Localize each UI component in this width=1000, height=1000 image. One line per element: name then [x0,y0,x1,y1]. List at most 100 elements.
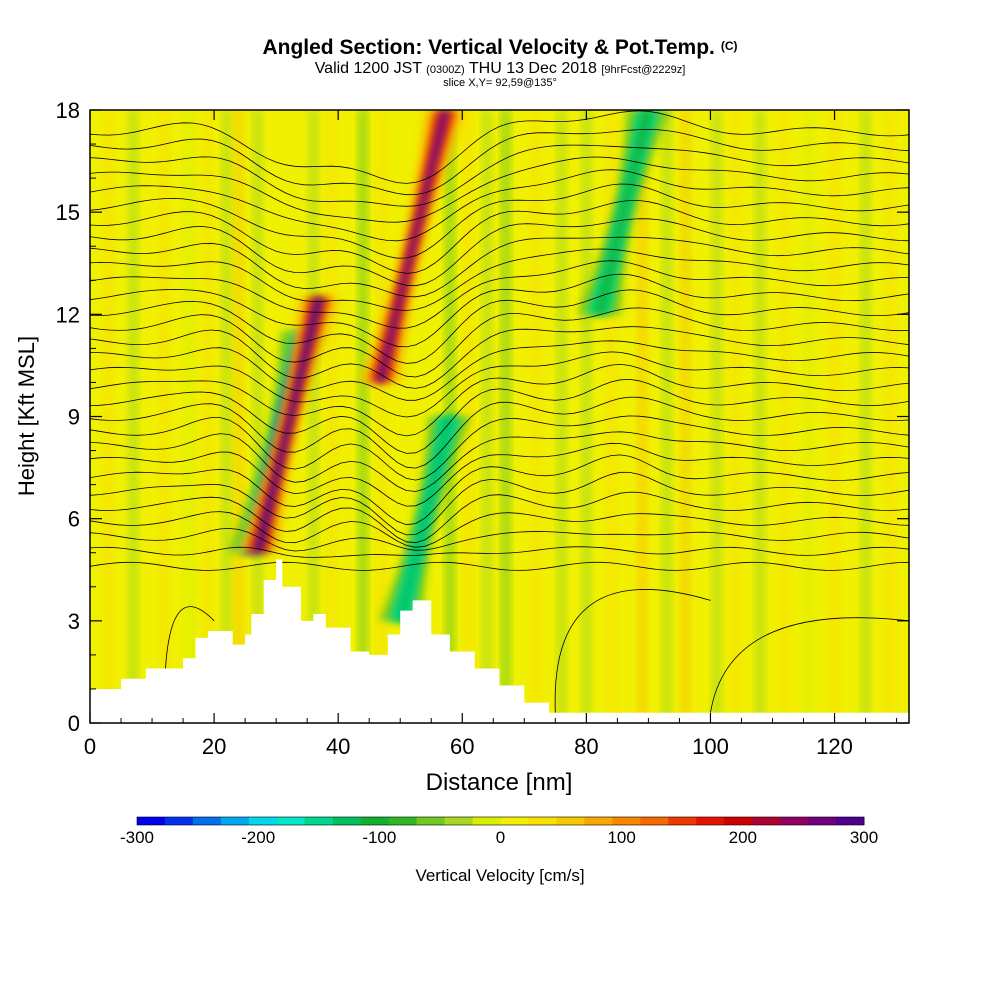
colorbar-swatch [500,817,529,825]
colorbar-swatch [696,817,725,825]
velocity-streak [581,110,592,723]
velocity-streak [779,110,790,723]
isentrope-line [90,396,909,469]
colorbar-swatch [836,817,865,825]
velocity-streak [159,110,170,723]
isentrope-line [90,183,909,259]
isentrope-line [90,471,909,536]
velocity-streak [358,110,368,723]
y-tick-label: 0 [68,711,80,736]
x-tick-label: 20 [202,734,226,759]
colorbar-swatch [724,817,753,825]
isentrope-line [90,511,909,548]
isentrope-line [90,128,909,196]
valid-utc: (0300Z) [426,64,465,76]
isentrope-line [90,289,909,364]
colorbar-swatch [360,817,390,825]
colorbar-swatch [416,817,446,825]
isentrope-line [90,326,909,389]
downdraft-core [594,110,654,315]
colorbar-tick-label: 100 [607,828,635,847]
velocity-streak [308,110,319,723]
colorbar-tick-label: -300 [120,828,154,847]
x-tick-label: 60 [450,734,474,759]
chart-subtitle: Valid 1200 JST (0300Z) THU 13 Dec 2018 [… [0,60,1000,78]
isentrope-line [90,378,909,454]
velocity-streak [252,110,263,723]
velocity-streak [202,110,213,723]
isentrope-line [90,442,909,507]
x-tick-label: 40 [326,734,350,759]
velocity-streak [885,110,896,723]
colorbar-label: Vertical Velocity [cm/s] [415,866,584,885]
isentrope-line [90,351,909,418]
isentrope-line [90,200,909,274]
updraft-core [374,110,451,383]
x-axis-label: Distance [nm] [426,769,573,796]
y-tick-label: 12 [56,302,80,327]
colorbar-swatch [192,817,222,825]
isentrope-line [90,169,909,242]
velocity-streak [711,110,722,723]
isentrope-line [90,218,909,287]
velocity-streak [326,110,337,723]
terrain [90,559,909,723]
colorbar-swatch [808,817,837,825]
isentrope-line [554,589,711,713]
isentrope-line [90,110,909,184]
x-tick-label: 120 [816,734,853,759]
isentrope-line [90,363,909,437]
isentrope-line [90,144,909,207]
colorbar-swatch [276,817,306,825]
colorbar-swatch [248,817,278,825]
colorbar-tick-label: 200 [729,828,757,847]
isentrope-line [90,156,909,223]
velocity-streak [376,110,387,723]
colorbar-swatch [332,817,362,825]
velocity-streak [606,110,617,723]
colorbar-swatch [528,817,557,825]
colorbar-swatch [612,817,641,825]
updraft-core [252,297,325,553]
colorbar-tick-label: 300 [850,828,878,847]
colorbar-tick-label: -200 [241,828,275,847]
isentrope-contours [90,110,909,713]
isentrope-line [90,248,909,311]
velocity-streak [221,110,232,723]
colorbar-swatch [472,817,501,825]
isentrope-line [90,236,909,298]
velocity-streak [184,110,195,723]
slice-label: slice X,Y= 92,59@135° [443,77,557,89]
velocity-streak [556,110,567,723]
colorbar-tick-label: -100 [362,828,396,847]
title-unit: (C) [720,39,738,53]
y-tick-label: 6 [68,507,80,532]
colorbar-swatch [780,817,809,825]
downdraft-core [395,416,455,621]
colorbar-swatch [668,817,697,825]
velocity-streak [500,110,511,723]
velocity-streak [730,110,741,723]
isentrope-line [90,415,909,481]
velocity-streak [233,110,244,723]
valid-date: THU 13 Dec 2018 [468,60,597,77]
colorbar-tick-label: 0 [496,828,505,847]
title-text: Angled Section: Vertical Velocity & Pot.… [262,36,715,59]
colorbar-swatch [584,817,613,825]
colorbar-swatch [137,817,166,825]
colorbar-frame [136,816,865,826]
velocity-streak [829,110,840,723]
isentrope-line [90,431,909,492]
isentrope-line [90,561,909,571]
y-tick-label: 3 [68,609,80,634]
chart-title: Angled Section: Vertical Velocity & Pot.… [0,36,1000,60]
y-tick-label: 9 [68,405,80,430]
velocity-streak [804,110,815,723]
forecast-label: [9hrFcst@2229z] [601,64,686,76]
colorbar-swatch [444,817,474,825]
velocity-streak [755,110,766,723]
isentrope-line [90,546,909,558]
velocity-streak [860,110,871,723]
y-tick-label: 15 [56,200,80,225]
